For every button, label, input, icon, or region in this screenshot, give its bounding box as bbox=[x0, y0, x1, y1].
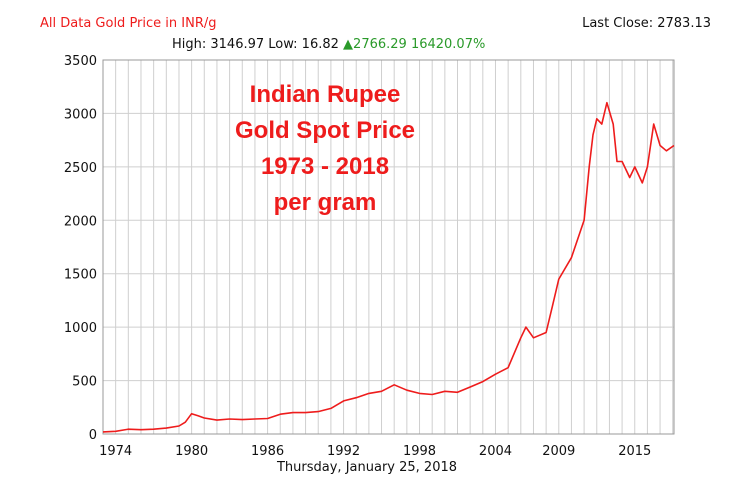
y-tick-label: 1000 bbox=[64, 321, 97, 336]
date-label: Thursday, January 25, 2018 bbox=[276, 460, 458, 475]
chart-title: All Data Gold Price in INR/g bbox=[40, 16, 217, 31]
y-tick-label: 2000 bbox=[64, 214, 97, 229]
x-tick-label: 1974 bbox=[99, 444, 132, 459]
change-values: 2766.29 16420.07% bbox=[353, 37, 486, 52]
x-tick-label: 1998 bbox=[403, 444, 436, 459]
y-tick-label: 500 bbox=[72, 375, 97, 390]
annotation-line: Indian Rupee bbox=[250, 81, 401, 108]
y-axis: 0 500 1000 1500 2000 2500 3000 3500 bbox=[64, 54, 97, 443]
y-tick-label: 1500 bbox=[64, 268, 97, 283]
y-tick-label: 2500 bbox=[64, 161, 97, 176]
annotation-line: 1973 - 2018 bbox=[261, 153, 389, 180]
annotation-line: per gram bbox=[274, 189, 377, 216]
x-tick-label: 2015 bbox=[618, 444, 651, 459]
series-line bbox=[102, 101, 675, 433]
x-axis: 1974 1980 1986 1992 1998 2004 2009 2015 bbox=[99, 444, 651, 459]
x-tick-label: 1980 bbox=[175, 444, 208, 459]
y-tick-label: 3000 bbox=[64, 107, 97, 122]
annotation-line: Gold Spot Price bbox=[235, 117, 415, 144]
change-arrow-icon: ▲ bbox=[343, 37, 354, 52]
x-tick-label: 1986 bbox=[251, 444, 284, 459]
chart-annotation: Indian Rupee Gold Spot Price 1973 - 2018 pe… bbox=[235, 81, 415, 216]
x-tick-label: 2004 bbox=[479, 444, 512, 459]
last-close-label: Last Close: 2783.13 bbox=[582, 16, 711, 31]
y-tick-label: 3500 bbox=[64, 54, 97, 69]
x-tick-label: 1992 bbox=[327, 444, 360, 459]
plot-frame bbox=[102, 59, 675, 435]
y-tick-label: 0 bbox=[89, 428, 97, 443]
x-tick-label: 2009 bbox=[542, 444, 575, 459]
price-stats: High: 3146.97 Low: 16.82 ▲2766.29 16420.… bbox=[172, 37, 485, 52]
high-low-values: High: 3146.97 Low: 16.82 bbox=[172, 37, 339, 52]
